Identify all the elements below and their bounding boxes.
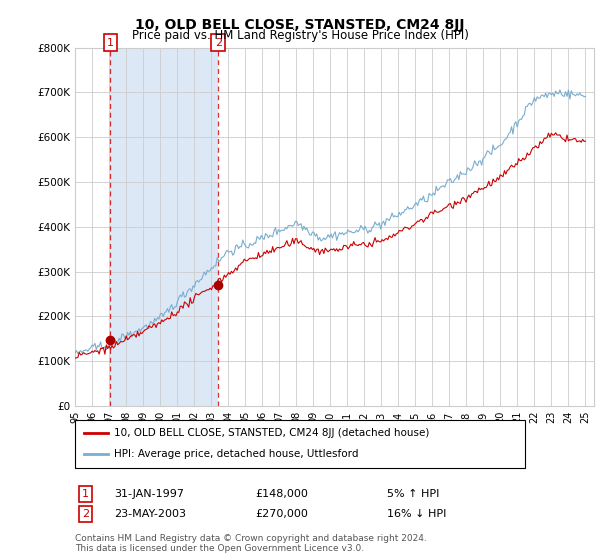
Text: £270,000: £270,000 [255,509,308,519]
Text: 16% ↓ HPI: 16% ↓ HPI [387,509,446,519]
Text: Price paid vs. HM Land Registry's House Price Index (HPI): Price paid vs. HM Land Registry's House … [131,29,469,42]
Text: 10, OLD BELL CLOSE, STANSTED, CM24 8JJ: 10, OLD BELL CLOSE, STANSTED, CM24 8JJ [135,18,465,32]
Text: £148,000: £148,000 [255,489,308,499]
Text: 10, OLD BELL CLOSE, STANSTED, CM24 8JJ (detached house): 10, OLD BELL CLOSE, STANSTED, CM24 8JJ (… [114,428,430,438]
Bar [110,48,218,406]
Text: 5% ↑ HPI: 5% ↑ HPI [387,489,439,499]
Text: Contains HM Land Registry data © Crown copyright and database right 2024.
This d: Contains HM Land Registry data © Crown c… [75,534,427,553]
Text: 1: 1 [82,489,89,499]
Text: 2: 2 [82,509,89,519]
Text: 23-MAY-2003: 23-MAY-2003 [114,509,186,519]
Text: 31-JAN-1997: 31-JAN-1997 [114,489,184,499]
Text: 1: 1 [107,38,114,48]
Text: HPI: Average price, detached house, Uttlesford: HPI: Average price, detached house, Uttl… [114,449,359,459]
Text: 2: 2 [215,38,222,48]
